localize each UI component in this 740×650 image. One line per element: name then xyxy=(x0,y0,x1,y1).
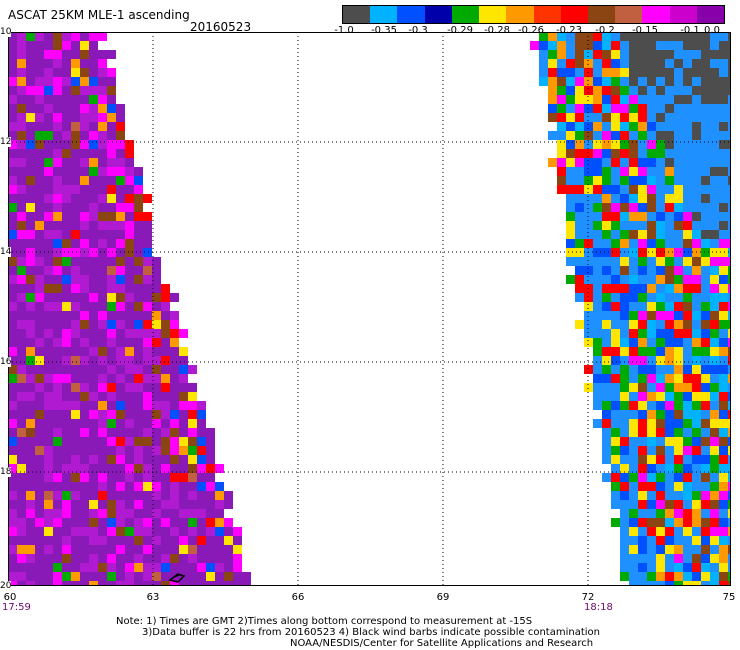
lat-lon-grid xyxy=(8,32,731,586)
latitude-tick-label: 20 xyxy=(0,581,12,591)
swath-map xyxy=(8,32,731,586)
color-scale-segment xyxy=(533,6,561,23)
color-scale-segment xyxy=(696,6,725,23)
latitude-tick-label: 10 xyxy=(0,27,12,37)
color-scale-label: -1.0 xyxy=(334,25,354,36)
color-scale-label: -0.15 xyxy=(632,25,658,36)
color-scale-segment xyxy=(669,6,697,23)
color-scale-segment xyxy=(642,6,670,23)
left-swath-time: 17:59 xyxy=(2,602,31,613)
product-title: ASCAT 25KM MLE-1 ascending xyxy=(8,8,190,22)
longitude-tick-label: 69 xyxy=(436,592,450,603)
color-scale-segment xyxy=(343,6,371,23)
color-scale-segment xyxy=(560,6,588,23)
color-scale-label: -0.2 xyxy=(595,25,615,36)
color-scale-label: -0.3 xyxy=(408,25,428,36)
color-scale-label: -0.28 xyxy=(484,25,510,36)
longitude-tick-label: 60 xyxy=(3,592,17,603)
note-line-1: Note: 1) Times are GMT 2)Times along bot… xyxy=(116,616,533,627)
swath-cells xyxy=(8,32,731,586)
latitude-tick-label: 14 xyxy=(0,247,12,257)
color-scale-segment xyxy=(397,6,425,23)
longitude-tick-label: 75 xyxy=(722,592,736,603)
color-scale-label: -0.23 xyxy=(556,25,582,36)
latitude-tick-label: 18 xyxy=(0,467,12,477)
product-date: 20160523 xyxy=(190,20,252,34)
color-scale-label: -0.26 xyxy=(518,25,544,36)
color-scale-label: -0.29 xyxy=(447,25,473,36)
latitude-tick-label: 12 xyxy=(0,137,12,147)
longitude-tick-label: 63 xyxy=(146,592,160,603)
longitude-tick-label: 72 xyxy=(581,592,595,603)
color-scale-segment xyxy=(370,6,398,23)
map-frame xyxy=(8,32,731,586)
color-scale-segment xyxy=(506,6,534,23)
longitude-tick-label: 66 xyxy=(291,592,305,603)
color-scale-segment xyxy=(451,6,480,23)
latitude-tick-label: 16 xyxy=(0,357,12,367)
color-scale-segment xyxy=(615,6,643,23)
color-scale-segment xyxy=(424,6,452,23)
color-scale-segment xyxy=(587,6,616,23)
color-scale-bar xyxy=(342,5,725,24)
note-line-2: 3)Data buffer is 22 hrs from 20160523 4)… xyxy=(142,627,600,638)
color-scale-label: -0.1 xyxy=(680,25,700,36)
color-scale-segment xyxy=(479,6,507,23)
right-swath-time: 18:18 xyxy=(584,602,613,613)
credit-line: NOAA/NESDIS/Center for Satellite Applica… xyxy=(290,638,594,649)
wind-barb-icon xyxy=(168,573,186,583)
color-scale-label: 0.0 xyxy=(704,25,720,36)
color-scale-label: -0.35 xyxy=(371,25,397,36)
